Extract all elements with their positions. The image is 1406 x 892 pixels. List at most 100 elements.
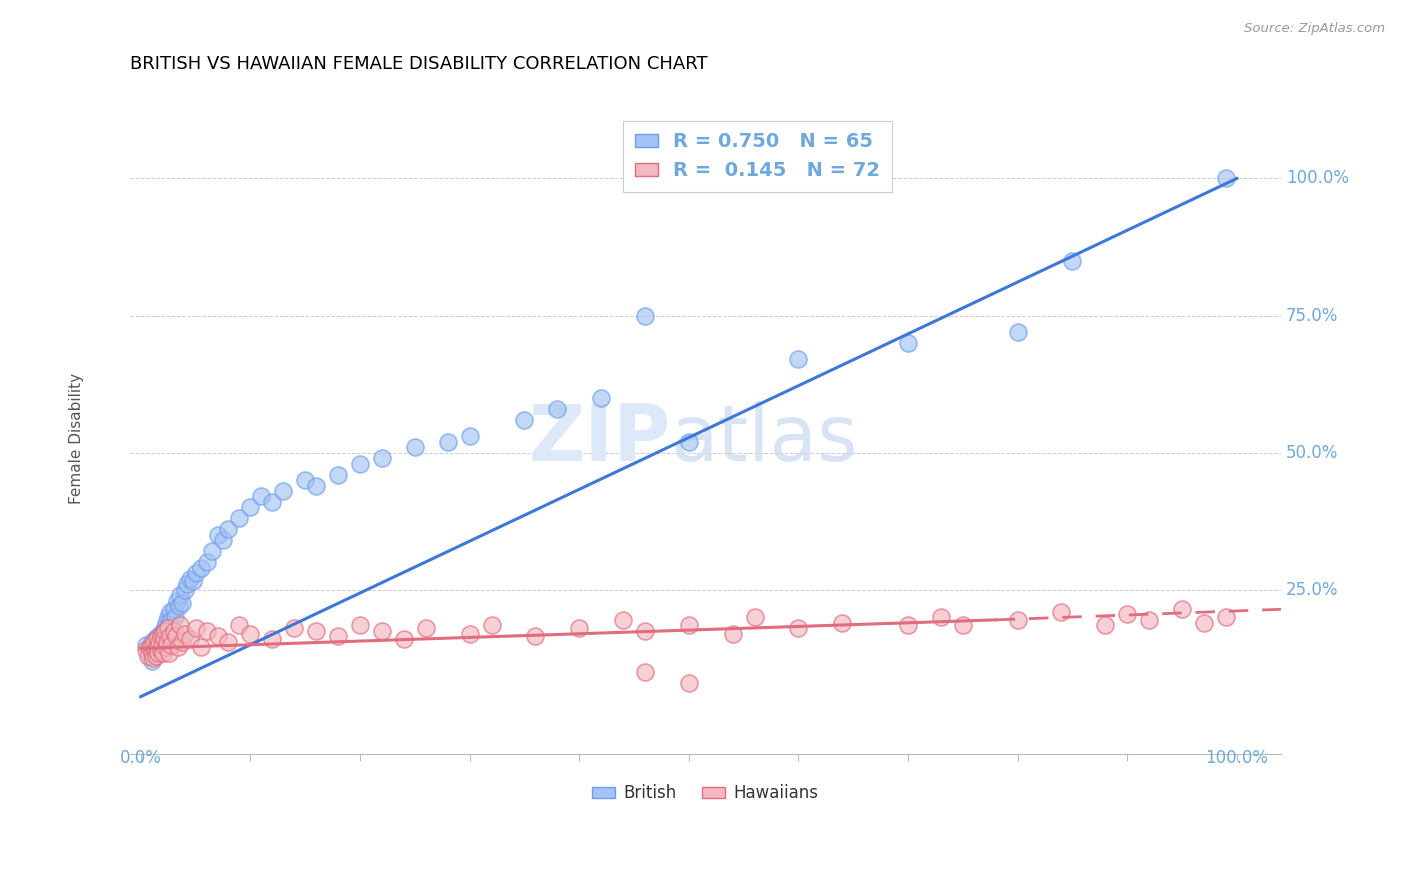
Point xyxy=(190,640,212,655)
Point xyxy=(250,490,273,504)
Text: 50.0%: 50.0% xyxy=(1286,443,1339,462)
Point xyxy=(239,500,262,515)
Text: Female Disability: Female Disability xyxy=(69,374,84,505)
Point xyxy=(831,615,853,630)
Point xyxy=(179,632,201,646)
Point xyxy=(678,676,700,690)
Point xyxy=(195,555,218,569)
Text: 75.0%: 75.0% xyxy=(1286,307,1339,325)
Point xyxy=(371,451,394,466)
Point xyxy=(1094,618,1116,632)
Text: Source: ZipAtlas.com: Source: ZipAtlas.com xyxy=(1244,22,1385,36)
Text: BRITISH VS HAWAIIAN FEMALE DISABILITY CORRELATION CHART: BRITISH VS HAWAIIAN FEMALE DISABILITY CO… xyxy=(129,55,707,73)
Point xyxy=(952,618,974,632)
Point xyxy=(349,457,371,471)
Point xyxy=(138,640,160,655)
Point xyxy=(1062,253,1084,268)
Point xyxy=(141,654,163,668)
Point xyxy=(135,643,157,657)
Point xyxy=(149,626,172,640)
Point xyxy=(163,602,186,616)
Point xyxy=(283,621,305,635)
Point xyxy=(678,618,700,632)
Point xyxy=(163,624,186,638)
Point xyxy=(142,635,165,649)
Point xyxy=(149,640,172,655)
Point xyxy=(262,495,284,509)
Point xyxy=(305,478,328,492)
Point xyxy=(142,651,165,665)
Point xyxy=(217,522,239,536)
Point xyxy=(135,638,157,652)
Legend: British, Hawaiians: British, Hawaiians xyxy=(585,778,825,809)
Text: ZIP: ZIP xyxy=(529,401,671,477)
Point xyxy=(326,629,349,643)
Point xyxy=(184,621,207,635)
Point xyxy=(153,632,176,646)
Point xyxy=(169,618,191,632)
Point xyxy=(153,621,176,635)
Point xyxy=(141,638,163,652)
Point xyxy=(212,533,235,548)
Point xyxy=(173,626,195,640)
Point xyxy=(195,624,218,638)
Point xyxy=(190,561,212,575)
Point xyxy=(148,635,170,649)
Point xyxy=(929,610,952,624)
Point xyxy=(179,572,201,586)
Text: 100.0%: 100.0% xyxy=(1286,169,1350,187)
Point xyxy=(897,335,920,350)
Point xyxy=(155,615,177,630)
Point xyxy=(146,640,169,655)
Point xyxy=(524,629,547,643)
Point xyxy=(160,638,183,652)
Text: atlas: atlas xyxy=(671,401,858,477)
Point xyxy=(436,434,458,449)
Point xyxy=(152,626,174,640)
Point xyxy=(173,582,195,597)
Point xyxy=(169,588,191,602)
Point xyxy=(349,618,371,632)
Point xyxy=(415,621,437,635)
Point xyxy=(138,648,160,663)
Point xyxy=(1171,602,1194,616)
Point xyxy=(787,352,810,367)
Point xyxy=(305,624,328,638)
Point xyxy=(155,640,177,655)
Point xyxy=(184,566,207,581)
Point xyxy=(294,473,316,487)
Point xyxy=(157,646,180,660)
Point xyxy=(141,646,163,660)
Point xyxy=(146,646,169,660)
Point xyxy=(721,626,744,640)
Point xyxy=(148,646,170,660)
Point xyxy=(167,599,190,614)
Point xyxy=(163,610,186,624)
Point xyxy=(634,665,657,679)
Point xyxy=(156,626,179,640)
Text: 25.0%: 25.0% xyxy=(1286,581,1339,599)
Point xyxy=(1215,171,1237,186)
Point xyxy=(201,544,224,558)
Point xyxy=(513,413,536,427)
Point xyxy=(176,577,198,591)
Point xyxy=(404,440,426,454)
Point xyxy=(149,629,172,643)
Point xyxy=(392,632,415,646)
Point xyxy=(159,629,181,643)
Point xyxy=(152,638,174,652)
Point xyxy=(157,618,180,632)
Point xyxy=(152,646,174,660)
Text: 0.0%: 0.0% xyxy=(120,748,162,767)
Point xyxy=(149,643,172,657)
Point xyxy=(152,624,174,638)
Point xyxy=(568,621,591,635)
Point xyxy=(744,610,766,624)
Point xyxy=(239,626,262,640)
Point xyxy=(153,624,176,638)
Point xyxy=(678,434,700,449)
Point xyxy=(165,629,187,643)
Point xyxy=(634,624,657,638)
Point xyxy=(167,640,190,655)
Point xyxy=(228,618,250,632)
